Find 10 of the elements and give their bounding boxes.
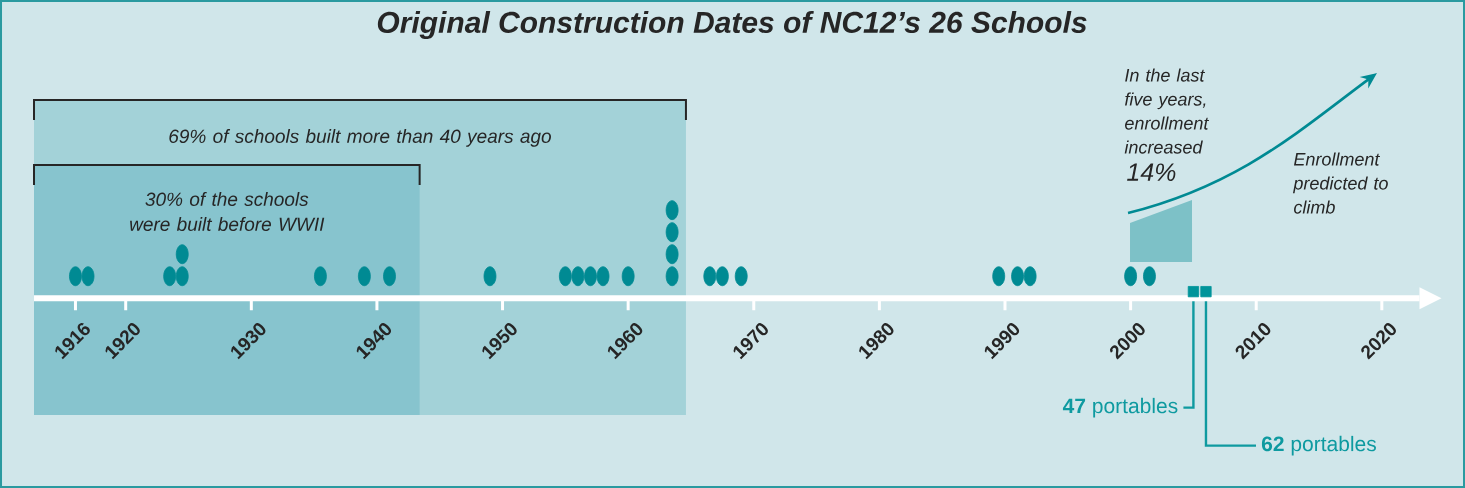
annotation: Enrollment predicted to climb: [1292, 152, 1388, 214]
annotation: 62 portables: [1261, 435, 1376, 456]
annotation: 47 portables: [1062, 397, 1178, 418]
chart-title: Original Construction Dates of NC12’s 26 Schools: [377, 11, 1087, 39]
point: [1187, 286, 1200, 298]
point: [1200, 286, 1212, 298]
text: 14%: [1127, 163, 1176, 181]
band-label: 69% of schools built more than 40 years ago: [169, 129, 551, 147]
text: In the last five years, enrollment increased: [1124, 68, 1210, 154]
band-label: 30% of the schools were built before WWII: [130, 192, 325, 231]
